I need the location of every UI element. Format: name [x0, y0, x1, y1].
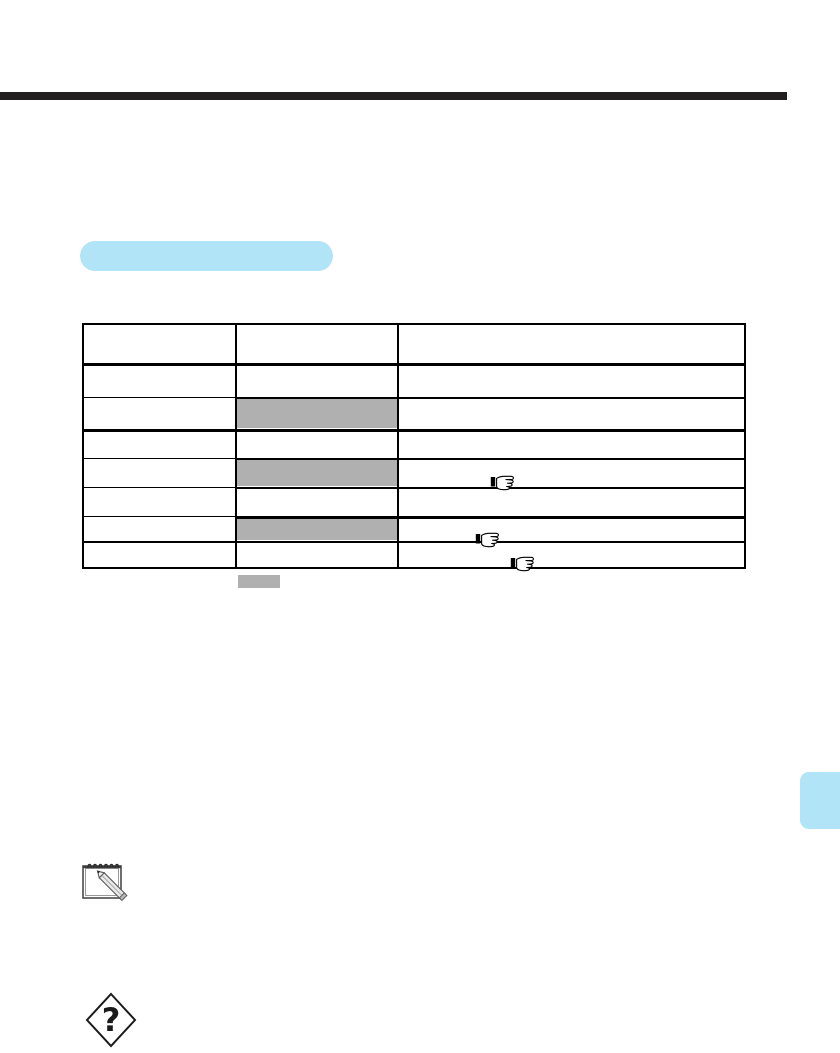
legend-caption	[288, 572, 708, 590]
header-rule	[0, 92, 787, 100]
table-cell-col3	[399, 398, 744, 428]
svg-text:?: ?	[102, 1001, 121, 1039]
table-row-divider	[84, 487, 744, 489]
body-paragraph-1	[80, 620, 770, 700]
table-column-divider-2	[397, 325, 399, 567]
table-merged-cell-mask	[84, 488, 235, 515]
table-cell-col2	[237, 365, 397, 396]
table-cell-shaded	[237, 398, 397, 428]
pointing-hand-icon	[490, 473, 516, 495]
diamond-question-mark-icon: ?	[83, 992, 139, 1048]
table-group-divider	[84, 516, 744, 519]
table-cell-col2	[237, 431, 397, 457]
table-row-group-label	[84, 543, 235, 565]
hint-callout: ?	[80, 992, 770, 1050]
section-heading	[80, 150, 770, 176]
table-cell-col2	[237, 517, 397, 540]
pointing-hand-icon	[510, 554, 536, 576]
page-header-title	[80, 58, 780, 86]
table-cell-col3	[399, 488, 744, 515]
table-merged-cell-mask	[84, 517, 235, 540]
intro-paragraph	[80, 190, 770, 230]
table-cell-shaded	[237, 459, 397, 486]
table-cell-col3	[399, 517, 744, 540]
hint-text	[160, 1000, 760, 1044]
notepad-pencil-icon	[80, 858, 136, 902]
table-cell-col3	[399, 365, 744, 396]
table-cell-col3	[399, 543, 744, 565]
table-cell-shaded	[237, 517, 397, 540]
pointing-hand-icon	[475, 530, 501, 552]
table-column-divider-1	[235, 325, 237, 567]
table-group-divider	[84, 429, 744, 432]
specification-table	[82, 323, 746, 572]
table-merged-cell-mask	[84, 398, 235, 428]
table-row-group-label	[84, 365, 235, 427]
table-merged-cell-mask	[84, 459, 235, 486]
note-callout	[80, 858, 770, 918]
note-text	[160, 860, 760, 904]
table-cell-col2	[237, 459, 397, 486]
body-paragraph-2	[80, 720, 770, 780]
table-header-col1	[84, 325, 235, 363]
table-cell-col3	[399, 431, 744, 457]
table-header-col2	[237, 325, 397, 363]
table-header-col3	[399, 325, 744, 363]
subsection-pill-label	[80, 241, 333, 271]
table-row-divider	[84, 541, 744, 543]
table-row-divider	[84, 458, 744, 460]
legend-gray-swatch	[238, 575, 280, 588]
table-cell-col2	[237, 398, 397, 428]
table-grid	[84, 325, 744, 572]
table-header-divider	[84, 363, 744, 366]
table-cell-col2	[237, 488, 397, 515]
table-row-divider	[84, 397, 744, 399]
table-row-group-label	[84, 431, 235, 514]
table-row-group-label	[84, 517, 235, 539]
side-section-tab[interactable]	[800, 772, 840, 829]
table-cell-col2	[237, 543, 397, 565]
table-cell-col3	[399, 459, 744, 486]
